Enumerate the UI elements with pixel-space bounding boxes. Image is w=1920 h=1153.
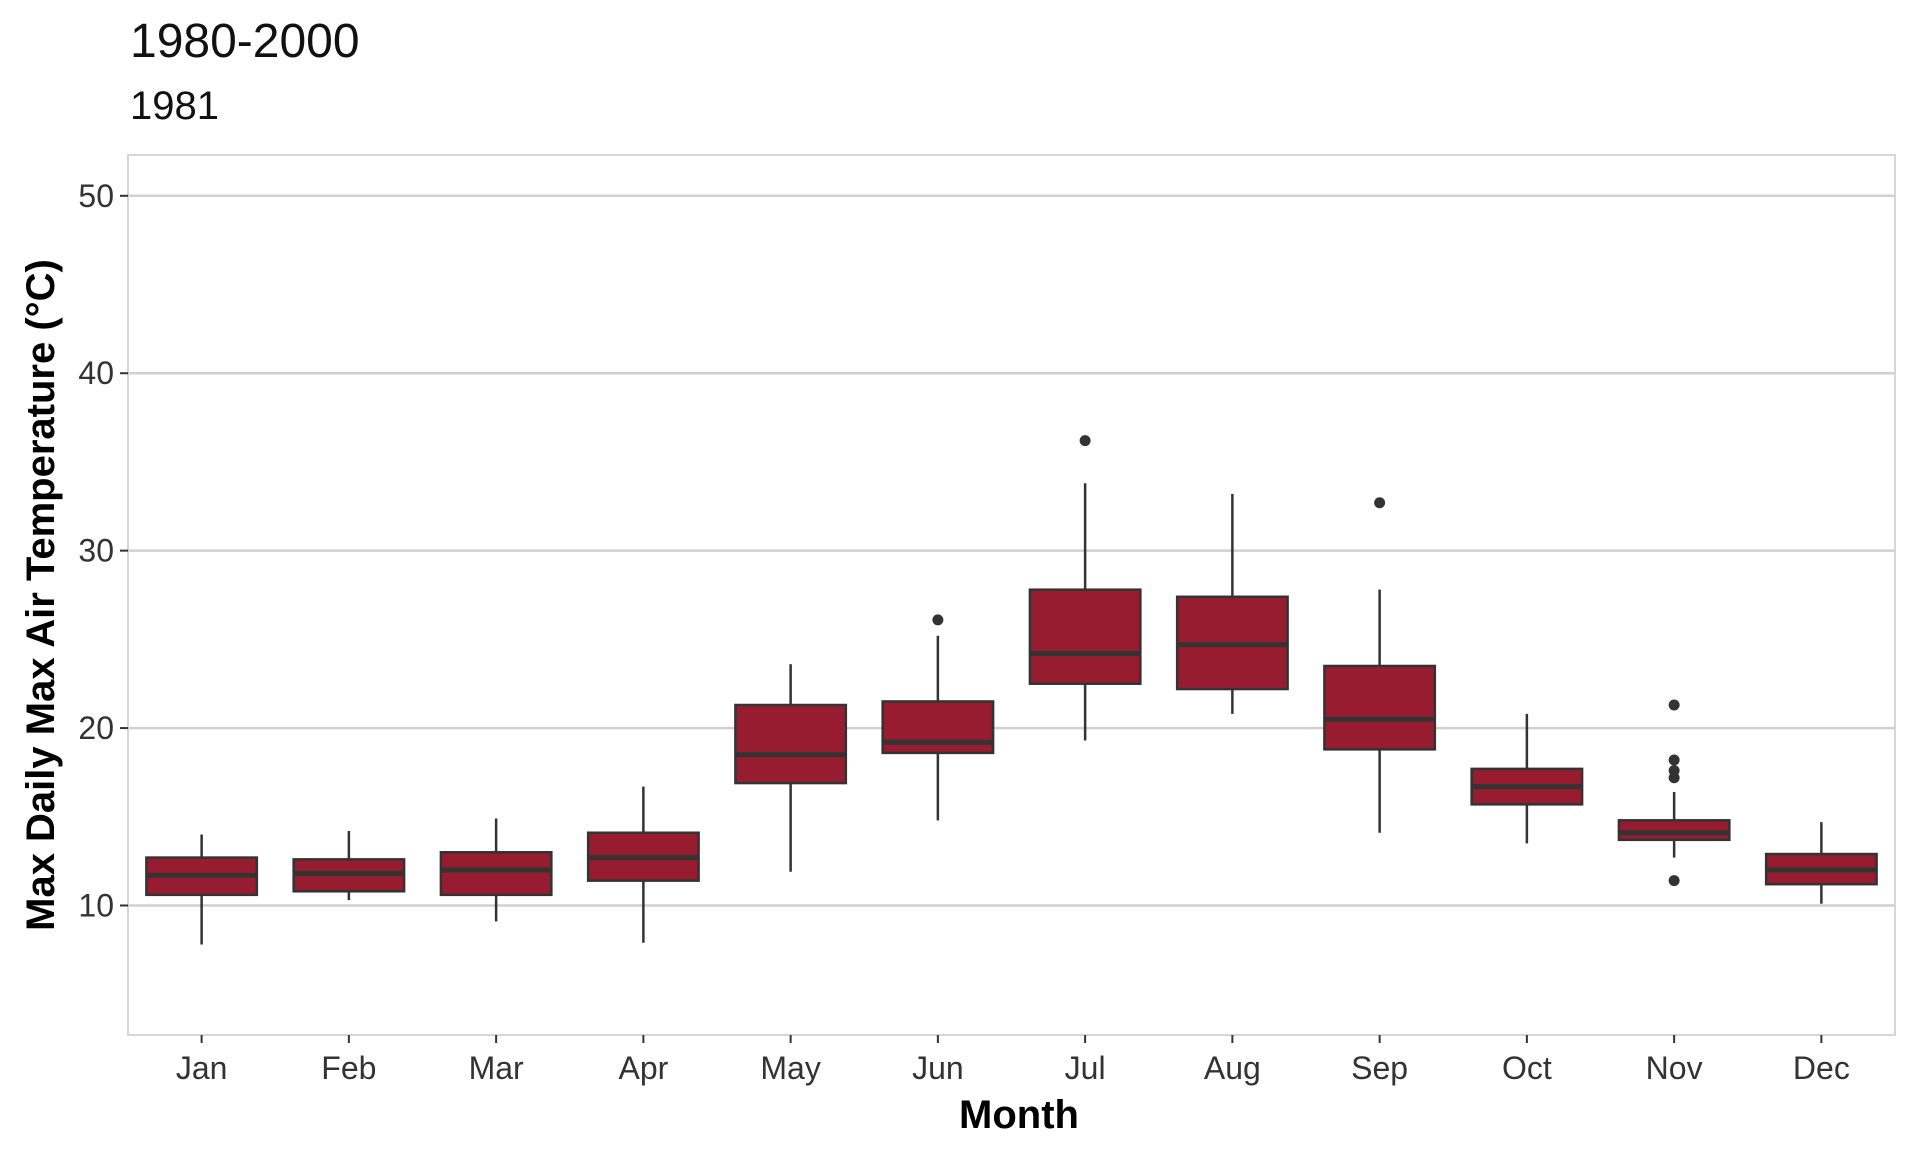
outlier-point: [1374, 497, 1386, 509]
outlier-point: [1668, 699, 1680, 711]
box-may: [734, 664, 848, 872]
outlier-point: [1668, 875, 1680, 887]
y-tick-label: 50: [78, 178, 114, 214]
box-marks: [145, 435, 1878, 945]
box-iqr: [1323, 664, 1437, 751]
box-sep: [1323, 497, 1437, 833]
box-iqr: [1028, 588, 1142, 685]
x-tick-label: Jul: [1065, 1050, 1106, 1086]
box-iqr: [1617, 819, 1731, 842]
box-jul: [1028, 435, 1142, 741]
outlier-point: [1668, 772, 1680, 784]
y-axis-title: Max Daily Max Air Temperature (°C): [19, 259, 63, 931]
x-tick-label: Mar: [469, 1050, 524, 1086]
box-aug: [1175, 493, 1289, 714]
grid-lines: [128, 194, 1895, 907]
y-tick-label: 20: [78, 710, 114, 746]
x-tick-label: Jan: [176, 1050, 228, 1086]
x-axis-title: Month: [959, 1093, 1079, 1137]
x-tick-label: Aug: [1204, 1050, 1261, 1086]
chart-subtitle: 1981: [130, 84, 219, 128]
box-nov: [1617, 699, 1731, 887]
outlier-point: [932, 614, 944, 626]
x-tick-label: Oct: [1502, 1050, 1552, 1086]
x-tick-label: Dec: [1793, 1050, 1850, 1086]
plot-panel-border: [127, 154, 1896, 1036]
x-tick-label: Feb: [321, 1050, 376, 1086]
box-jan: [145, 834, 259, 945]
x-axis: Jan Feb Mar Apr May Jun Jul Aug Sep Oct Nov Dec: [176, 1035, 1850, 1086]
chart-title: 1980-2000: [130, 15, 360, 68]
box-dec: [1764, 822, 1878, 904]
box-feb: [292, 830, 406, 901]
outlier-point: [1668, 754, 1680, 766]
y-tick-label: 40: [78, 355, 114, 391]
x-tick-label: Jun: [912, 1050, 964, 1086]
outlier-point: [1079, 435, 1091, 447]
x-tick-label: Apr: [618, 1050, 668, 1086]
x-tick-label: Sep: [1351, 1050, 1408, 1086]
x-tick-label: Nov: [1646, 1050, 1703, 1086]
box-iqr: [734, 703, 848, 785]
box-oct: [1470, 713, 1584, 844]
y-tick-label: 30: [78, 533, 114, 569]
y-tick-label: 10: [78, 887, 114, 923]
box-iqr: [881, 700, 995, 755]
box-jun: [881, 614, 995, 821]
box-iqr: [439, 851, 553, 897]
y-axis: 10 20 30 40 50: [78, 178, 128, 923]
box-mar: [439, 818, 553, 922]
box-apr: [586, 786, 700, 943]
x-tick-label: May: [760, 1050, 820, 1086]
